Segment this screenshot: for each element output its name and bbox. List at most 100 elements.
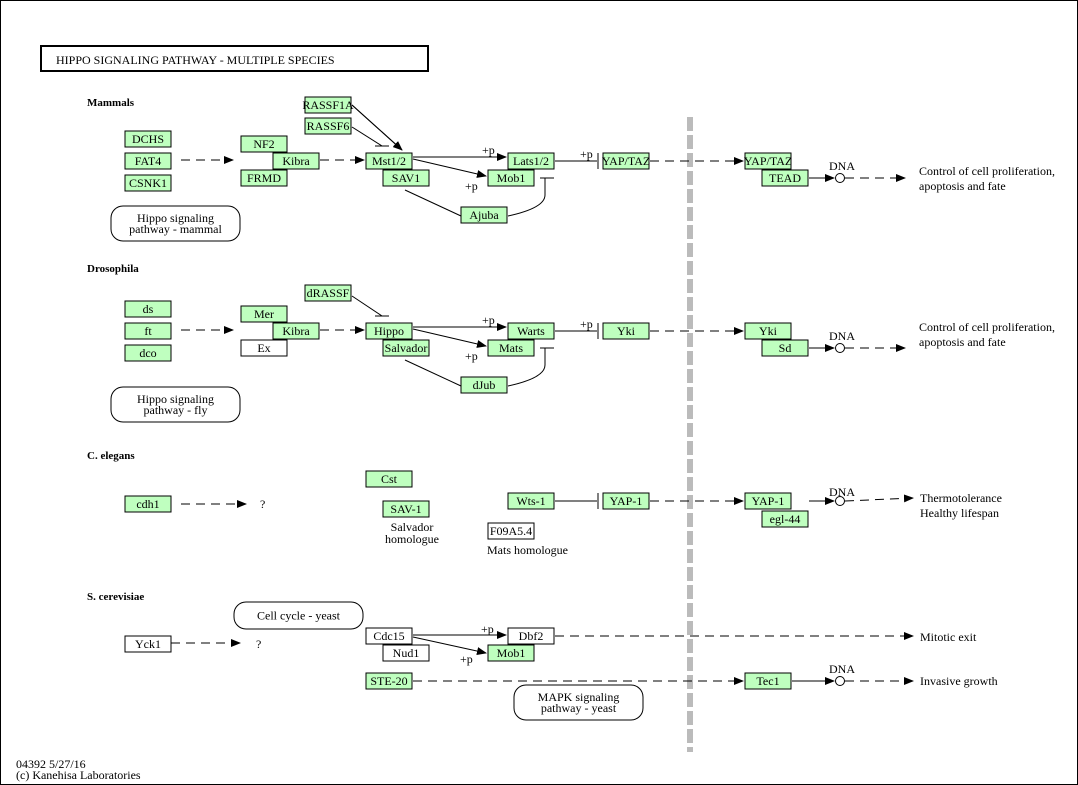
edge [844, 494, 914, 503]
gene-label-cdc15: Cdc15 [373, 629, 404, 643]
gene-label-tec1: Tec1 [756, 674, 779, 688]
gene-dbf2[interactable] [507, 627, 555, 645]
map-link-fly[interactable] [110, 386, 241, 423]
map-link-mapk[interactable] [513, 684, 644, 721]
map-label-cellcycle: Cell cycle - yeast [257, 609, 341, 623]
gene-yaptaz2[interactable] [744, 152, 792, 170]
phosphorylation-edge [412, 158, 487, 178]
gene-label-yap1b: YAP-1 [752, 494, 785, 508]
gene-drassf[interactable] [304, 284, 352, 302]
gene-djub[interactable] [460, 376, 508, 394]
section-yeast: S. cerevisiae [87, 591, 144, 603]
gene-salvador[interactable] [382, 339, 430, 357]
gene-wts_1[interactable] [507, 492, 555, 510]
unknown-label: ? [256, 637, 261, 651]
gene-cdh1[interactable] [124, 495, 172, 513]
gene-egl44[interactable] [761, 510, 809, 528]
map-label-mammal: Hippo signaling [137, 211, 214, 225]
gene-label-cdh1: cdh1 [136, 497, 159, 511]
gene-label-sav1: SAV1 [392, 171, 420, 185]
gene-label-frmd: FRMD [247, 171, 281, 185]
unknown-label: ? [260, 497, 265, 511]
gene-label-csnk1: CSNK1 [129, 176, 167, 190]
section-celegans: C. elegans [87, 450, 135, 462]
gene-label-drassf: dRASSF [307, 286, 350, 300]
gene-ajuba[interactable] [460, 206, 508, 224]
gene-label-dbf2: Dbf2 [519, 629, 544, 643]
gene-mob1_y[interactable] [487, 644, 535, 662]
gene-yki1[interactable] [602, 322, 650, 340]
gene-fat4[interactable] [124, 152, 172, 170]
gene-label-ds: ds [143, 302, 154, 316]
gene-yck1[interactable] [124, 635, 172, 653]
gene-label-yck1: Yck1 [135, 637, 161, 651]
page-title: HIPPO SIGNALING PATHWAY - MULTIPLE SPECI… [56, 53, 335, 67]
gene-sav_1[interactable] [382, 500, 430, 518]
edge [507, 348, 546, 387]
section-drosophila: Drosophila [87, 263, 139, 275]
map-link-cellcycle[interactable] [233, 601, 364, 630]
gene-label-yap1a: YAP-1 [610, 494, 643, 508]
gene-yaptaz1[interactable] [602, 152, 650, 170]
gene-yap1a[interactable] [602, 492, 650, 510]
map-label-mapk: MAPK signaling [538, 690, 620, 704]
gene-cst[interactable] [365, 470, 413, 488]
output-label: Control of cell proliferation, [919, 164, 1055, 178]
gene-label-yaptaz1: YAP/TAZ [602, 154, 650, 168]
gene-label-egl44: egl-44 [770, 512, 801, 526]
gene-mats[interactable] [487, 339, 535, 357]
plus-p-label: +p [482, 313, 495, 327]
gene-cdc15[interactable] [365, 627, 413, 645]
gene-label-fat4: FAT4 [135, 154, 161, 168]
gene-label-yki1: Yki [617, 324, 636, 338]
gene-csnk1[interactable] [124, 174, 172, 192]
mats-homologue-note: Mats homologue [487, 543, 568, 557]
gene-rassf1a[interactable] [304, 96, 352, 114]
dna-label: DNA [829, 662, 855, 676]
gene-mob1_m[interactable] [487, 169, 535, 187]
gene-label-ste20: STE-20 [370, 674, 407, 688]
gene-label-lats12: Lats1/2 [513, 154, 549, 168]
gene-label-warts: Warts [517, 324, 545, 338]
gene-label-rassf1a: RASSF1A [302, 98, 354, 112]
map-label-fly: pathway - fly [144, 403, 208, 417]
gene-frmd[interactable] [240, 169, 288, 187]
gene-label-ajuba: Ajuba [469, 208, 499, 222]
gene-lats12[interactable] [507, 152, 555, 170]
gene-nud1[interactable] [382, 644, 430, 662]
gene-sav1[interactable] [382, 169, 430, 187]
gene-rassf6[interactable] [304, 117, 352, 135]
gene-nf2[interactable] [240, 135, 288, 153]
footer-id: 04392 5/27/16 [16, 757, 86, 771]
plus-p-label: +p [482, 143, 495, 157]
gene-yap1b[interactable] [744, 492, 792, 510]
gene-hippo[interactable] [365, 322, 413, 340]
dna-node [835, 173, 845, 183]
gene-sd[interactable] [761, 339, 809, 357]
dna-label: DNA [829, 329, 855, 343]
gene-label-mats: Mats [499, 341, 523, 355]
map-link-mammal[interactable] [110, 205, 241, 242]
gene-mer[interactable] [240, 305, 288, 323]
gene-label-hippo: Hippo [374, 324, 404, 338]
gene-kibra_d[interactable] [272, 322, 320, 340]
gene-tead[interactable] [761, 169, 809, 187]
gene-yki2[interactable] [744, 322, 792, 340]
gene-label-cst: Cst [381, 472, 398, 486]
gene-ds[interactable] [124, 300, 172, 318]
gene-label-djub: dJub [473, 378, 496, 392]
gene-tec1[interactable] [744, 672, 792, 690]
gene-warts[interactable] [507, 322, 555, 340]
plus-p-label: +p [580, 147, 593, 161]
dna-label: DNA [829, 159, 855, 173]
gene-ex[interactable] [240, 339, 288, 357]
gene-dco[interactable] [124, 344, 172, 362]
gene-kibra_m[interactable] [272, 152, 320, 170]
gene-dchs[interactable] [124, 130, 172, 148]
gene-label-kibra_m: Kibra [282, 154, 310, 168]
gene-ft[interactable] [124, 322, 172, 340]
gene-label-yki2: Yki [759, 324, 778, 338]
gene-mst12[interactable] [365, 152, 413, 170]
gene-f09a5[interactable] [487, 522, 535, 540]
gene-ste20[interactable] [365, 672, 413, 690]
